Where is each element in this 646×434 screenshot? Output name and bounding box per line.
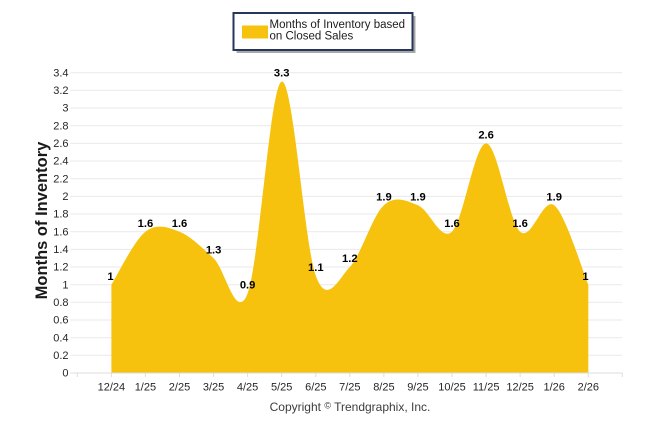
svg-text:Months of Inventory: Months of Inventory [33, 141, 51, 299]
svg-text:1: 1 [107, 271, 113, 283]
svg-text:7/25: 7/25 [339, 382, 360, 394]
svg-text:2: 2 [62, 191, 68, 203]
svg-text:2.8: 2.8 [53, 120, 68, 132]
svg-text:on Closed Sales: on Closed Sales [270, 31, 354, 43]
svg-text:3.2: 3.2 [53, 85, 68, 97]
svg-text:0.6: 0.6 [53, 315, 68, 327]
svg-text:1.2: 1.2 [53, 262, 68, 274]
svg-text:2.4: 2.4 [53, 156, 68, 168]
svg-text:0.4: 0.4 [53, 332, 68, 344]
svg-text:Months of Inventory based: Months of Inventory based [270, 19, 406, 31]
svg-text:1.2: 1.2 [342, 253, 358, 265]
svg-text:11/25: 11/25 [473, 382, 500, 394]
svg-text:1.6: 1.6 [138, 218, 154, 230]
svg-text:0.8: 0.8 [53, 297, 68, 309]
svg-text:Copyright © Trendgraphix, Inc.: Copyright © Trendgraphix, Inc. [270, 400, 431, 414]
svg-text:1.6: 1.6 [512, 218, 528, 230]
svg-text:3.4: 3.4 [53, 67, 68, 79]
svg-text:9/25: 9/25 [407, 382, 428, 394]
svg-text:10/25: 10/25 [438, 382, 466, 394]
svg-text:1: 1 [62, 279, 68, 291]
svg-text:12/24: 12/24 [98, 382, 126, 394]
svg-text:1.6: 1.6 [53, 226, 68, 238]
svg-text:2/26: 2/26 [578, 382, 599, 394]
svg-text:2.6: 2.6 [478, 130, 494, 142]
svg-text:1.9: 1.9 [376, 191, 392, 203]
svg-text:1: 1 [582, 271, 588, 283]
svg-text:1/25: 1/25 [135, 382, 156, 394]
svg-text:4/25: 4/25 [237, 382, 258, 394]
svg-text:12/25: 12/25 [506, 382, 534, 394]
svg-text:1.4: 1.4 [53, 244, 68, 256]
svg-text:3/25: 3/25 [203, 382, 224, 394]
svg-text:1.8: 1.8 [53, 209, 68, 221]
svg-text:1.6: 1.6 [172, 218, 188, 230]
svg-text:1.1: 1.1 [308, 262, 324, 274]
svg-text:3: 3 [62, 103, 68, 115]
svg-text:2/25: 2/25 [169, 382, 190, 394]
svg-text:8/25: 8/25 [373, 382, 394, 394]
svg-text:3.3: 3.3 [274, 68, 290, 80]
svg-text:1.6: 1.6 [444, 218, 460, 230]
svg-text:0.9: 0.9 [240, 280, 256, 292]
svg-text:5/25: 5/25 [271, 382, 292, 394]
svg-text:2.6: 2.6 [53, 138, 68, 150]
svg-text:1/26: 1/26 [543, 382, 564, 394]
svg-text:0.2: 0.2 [53, 350, 68, 362]
svg-text:1.9: 1.9 [546, 191, 562, 203]
svg-text:0: 0 [62, 368, 68, 380]
svg-text:1.3: 1.3 [206, 244, 222, 256]
svg-text:6/25: 6/25 [305, 382, 326, 394]
svg-text:1.9: 1.9 [410, 191, 426, 203]
svg-text:2.2: 2.2 [53, 173, 68, 185]
